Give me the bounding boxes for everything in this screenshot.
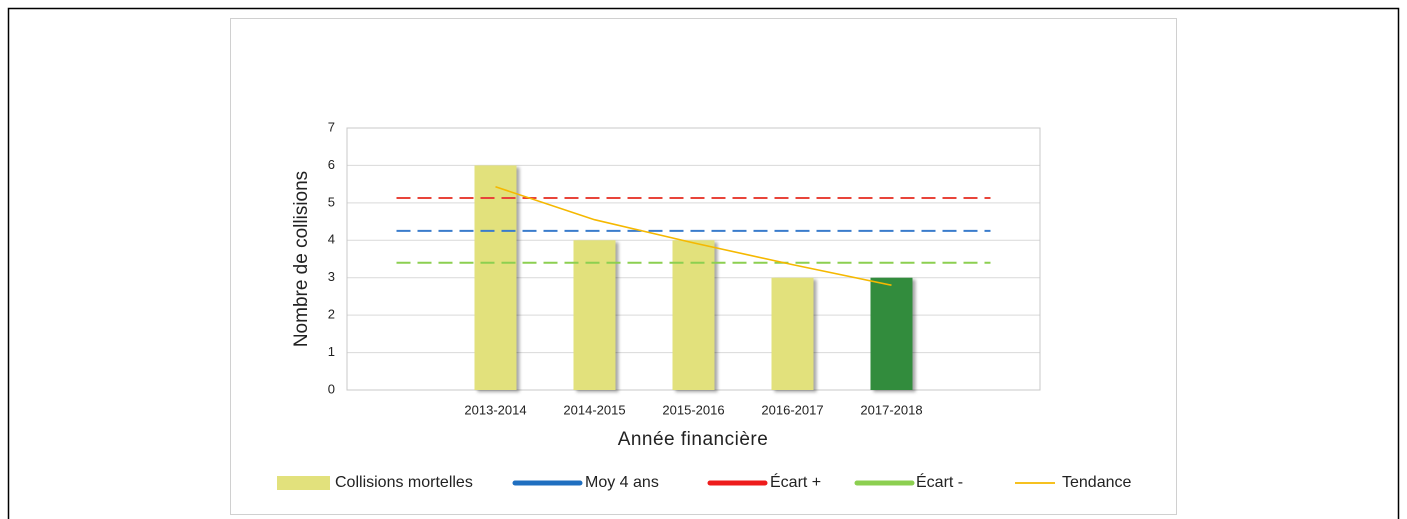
legend-label: Écart - [916, 472, 963, 491]
x-tick-label: 2017-2018 [860, 402, 922, 417]
y-tick-label: 0 [328, 381, 335, 396]
bar [672, 240, 715, 390]
y-tick-label: 3 [328, 269, 335, 284]
bar [573, 240, 616, 390]
y-tick-label: 1 [328, 344, 335, 359]
x-axis-title: Année financière [618, 429, 769, 450]
bar [474, 165, 517, 390]
legend-label: Moy 4 ans [585, 474, 659, 491]
legend-label: Collisions mortelles [335, 474, 473, 491]
x-tick-label: 2014-2015 [563, 402, 625, 417]
line [495, 186, 892, 286]
x-tick-label: 2016-2017 [761, 402, 823, 417]
legend: Collisions mortelles Moy 4 ans Écart + Écar… [277, 472, 1131, 491]
x-tick-label: 2015-2016 [662, 402, 724, 417]
bar [771, 277, 814, 390]
legend-label: Tendance [1062, 474, 1131, 491]
y-tick-label: 2 [328, 307, 335, 322]
y-axis-title: Nombre de collisions [291, 171, 312, 347]
y-tick-label: 5 [328, 194, 335, 209]
legend-swatch [277, 476, 330, 490]
legend-label: Écart + [770, 472, 821, 491]
y-tick-label: 6 [328, 157, 335, 172]
frame [7, 7, 1400, 519]
y-tick-label: 4 [328, 232, 335, 247]
bar [870, 277, 913, 390]
y-tick-label: 7 [328, 119, 335, 134]
x-tick-label: 2013-2014 [464, 402, 526, 417]
